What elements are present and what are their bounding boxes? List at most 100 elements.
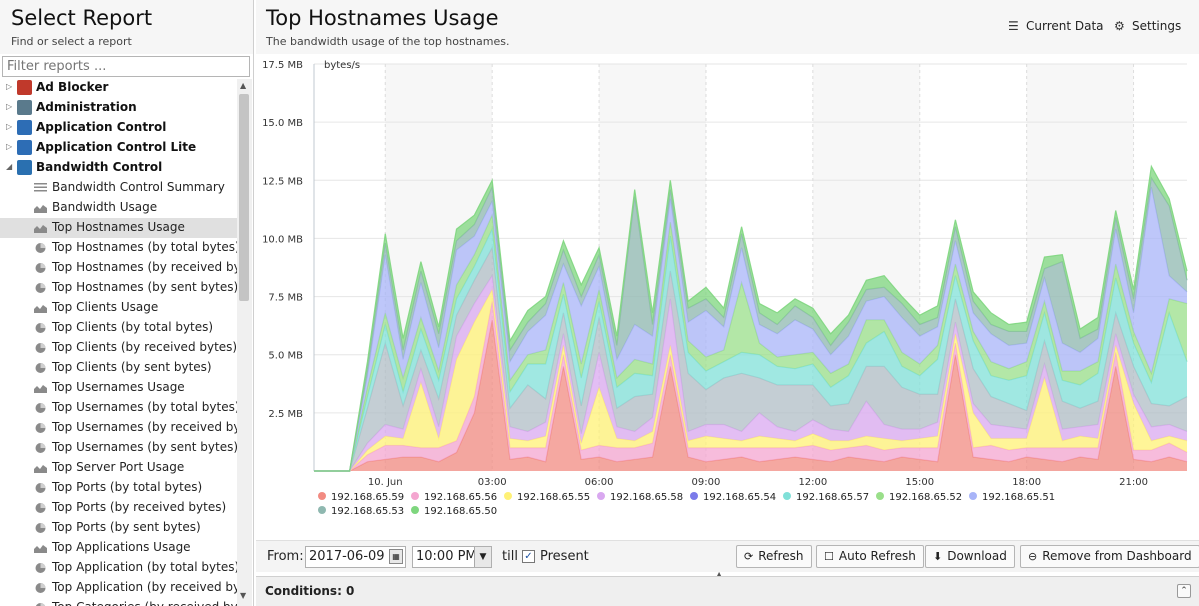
tree-item-top-usernames-by-received-bytes[interactable]: Top Usernames (by received bytes) [0, 418, 237, 438]
scroll-down-arrow-icon[interactable]: ▼ [240, 591, 247, 600]
legend-marker[interactable] [411, 506, 419, 514]
pie-chart-icon [35, 243, 46, 253]
gear-icon: ⚙ [1114, 19, 1125, 33]
tree-item-bandwidth-control-summary[interactable]: Bandwidth Control Summary [0, 178, 237, 198]
legend-item[interactable]: 192.168.65.57 [796, 492, 869, 503]
conditions-bar[interactable]: Conditions: 0 ⌃ [256, 576, 1199, 606]
remove-from-dashboard-button[interactable]: ⊖ Remove from Dashboard [1020, 545, 1199, 568]
collapsed-arrow-icon[interactable]: ▷ [6, 142, 13, 151]
tree-item-top-ports-by-total-bytes[interactable]: Top Ports (by total bytes) [0, 478, 237, 498]
y-tick-label: 17.5 MB [262, 60, 303, 71]
tree-item-label: Top Application (by received bytes) [52, 580, 237, 594]
expanded-arrow-icon[interactable]: ◢ [6, 162, 13, 171]
chevron-down-icon[interactable]: ▼ [474, 547, 491, 567]
scroll-up-arrow-icon[interactable]: ▲ [240, 81, 247, 90]
calendar-icon[interactable]: ▦ [389, 549, 403, 564]
legend-item[interactable]: 192.168.65.58 [610, 492, 683, 503]
tree-item-top-application-by-received-bytes[interactable]: Top Application (by received bytes) [0, 578, 237, 598]
legend-item[interactable]: 192.168.65.55 [517, 492, 590, 503]
report-subtitle: The bandwidth usage of the top hostnames… [266, 35, 510, 48]
legend-item[interactable]: 192.168.65.53 [331, 506, 404, 517]
settings-label: Settings [1132, 19, 1182, 33]
tree-item-top-clients-by-sent-bytes[interactable]: Top Clients (by sent bytes) [0, 358, 237, 378]
tree-category-bandwidth-control[interactable]: ◢ Bandwidth Control [0, 158, 237, 178]
current-data-button[interactable]: ☰ Current Data [1008, 19, 1104, 37]
tree-item-top-clients-by-total-bytes[interactable]: Top Clients (by total bytes) [0, 318, 237, 338]
legend-marker[interactable] [783, 492, 791, 500]
report-header: Top Hostnames Usage The bandwidth usage … [256, 0, 1199, 54]
tree-item-top-hostnames-by-total-bytes[interactable]: Top Hostnames (by total bytes) [0, 238, 237, 258]
refresh-label: Refresh [758, 549, 804, 563]
pie-chart-icon [35, 523, 46, 533]
tree-item-top-ports-by-sent-bytes[interactable]: Top Ports (by sent bytes) [0, 518, 237, 538]
tree-item-label: Top Categories (by received bytes) [52, 600, 237, 606]
refresh-button[interactable]: ⟳ Refresh [736, 545, 812, 568]
legend-item[interactable]: 192.168.65.54 [703, 492, 776, 503]
tree-item-top-application-by-total-bytes[interactable]: Top Application (by total bytes) [0, 558, 237, 578]
split-handle-icon[interactable]: ▲ [716, 570, 723, 579]
legend-marker[interactable] [411, 492, 419, 500]
tree-item-bandwidth-usage[interactable]: Bandwidth Usage [0, 198, 237, 218]
tree-item-top-server-port-usage[interactable]: Top Server Port Usage [0, 458, 237, 478]
tree-item-top-usernames-by-total-bytes[interactable]: Top Usernames (by total bytes) [0, 398, 237, 418]
expand-up-icon[interactable]: ⌃ [1177, 584, 1191, 598]
tree-item-top-clients-by-received-bytes[interactable]: Top Clients (by received bytes) [0, 338, 237, 358]
legend-item[interactable]: 192.168.65.59 [331, 492, 404, 503]
report-panel: Top Hostnames Usage The bandwidth usage … [256, 0, 1199, 606]
tree-category-application-control-lite[interactable]: ▷ Application Control Lite [0, 138, 237, 158]
y-tick-label: 12.5 MB [262, 176, 303, 187]
current-data-label: Current Data [1026, 19, 1104, 33]
collapsed-arrow-icon[interactable]: ▷ [6, 82, 13, 91]
pie-chart-icon [35, 423, 46, 433]
legend-marker[interactable] [690, 492, 698, 500]
collapsed-arrow-icon[interactable]: ▷ [6, 122, 13, 131]
tree-category-ad-blocker[interactable]: ▷ Ad Blocker [0, 79, 237, 98]
from-date-field[interactable]: 2017-06-09 ▦ [305, 546, 406, 568]
from-date-value: 2017-06-09 [309, 549, 385, 564]
time-range-toolbar: From: 2017-06-09 ▦ 10:00 PM ▼ till ✓ Pre… [256, 540, 1199, 572]
settings-button[interactable]: ⚙ Settings [1114, 19, 1181, 37]
from-time-select[interactable]: 10:00 PM ▼ [412, 546, 492, 568]
legend-marker[interactable] [876, 492, 884, 500]
tree-item-top-hostnames-by-received-byte[interactable]: Top Hostnames (by received byte... [0, 258, 237, 278]
collapsed-arrow-icon[interactable]: ▷ [6, 102, 13, 111]
tree-item-top-ports-by-received-bytes[interactable]: Top Ports (by received bytes) [0, 498, 237, 518]
pie-chart-icon [35, 483, 46, 493]
tree-item-top-categories-by-received-bytes[interactable]: Top Categories (by received bytes) [0, 598, 237, 606]
tree-item-label: Top Clients (by received bytes) [52, 340, 237, 354]
tree-category-application-control[interactable]: ▷ Application Control [0, 118, 237, 138]
tree-item-top-usernames-by-sent-bytes[interactable]: Top Usernames (by sent bytes) [0, 438, 237, 458]
tree-item-top-usernames-usage[interactable]: Top Usernames Usage [0, 378, 237, 398]
legend-item[interactable]: 192.168.65.56 [424, 492, 497, 503]
tree-item-top-clients-usage[interactable]: Top Clients Usage [0, 298, 237, 318]
y-tick-label: 2.5 MB [268, 409, 303, 420]
tree-category-label: Ad Blocker [36, 80, 109, 94]
legend-item[interactable]: 192.168.65.52 [889, 492, 962, 503]
legend-item[interactable]: 192.168.65.50 [424, 506, 497, 517]
tree-scrollbar[interactable]: ▲ ▼ [237, 79, 252, 606]
present-checkbox[interactable]: ✓ [522, 550, 535, 563]
filter-reports-input[interactable] [2, 56, 250, 77]
area-chart-icon [34, 545, 47, 553]
legend-marker[interactable] [969, 492, 977, 500]
tree-item-top-applications-usage[interactable]: Top Applications Usage [0, 538, 237, 558]
auto-refresh-button[interactable]: ☐ Auto Refresh [816, 545, 924, 568]
legend-marker[interactable] [504, 492, 512, 500]
x-tick-label: 03:00 [478, 477, 507, 488]
download-button[interactable]: ⬇ Download [925, 545, 1015, 568]
area-chart-icon [34, 205, 47, 213]
pie-chart-icon [35, 563, 46, 573]
tree-item-label: Top Hostnames (by sent bytes) [52, 280, 237, 294]
legend-item[interactable]: 192.168.65.51 [982, 492, 1055, 503]
tree-item-top-hostnames-by-sent-bytes[interactable]: Top Hostnames (by sent bytes) [0, 278, 237, 298]
list-icon: ☰ [1008, 19, 1019, 33]
legend-marker[interactable] [318, 506, 326, 514]
legend-marker[interactable] [597, 492, 605, 500]
y-tick-label: 15.0 MB [262, 118, 303, 129]
tree-item-label: Bandwidth Usage [52, 200, 158, 214]
legend-marker[interactable] [318, 492, 326, 500]
scroll-thumb[interactable] [239, 94, 249, 301]
x-tick-label: 15:00 [905, 477, 934, 488]
tree-category-administration[interactable]: ▷ Administration [0, 98, 237, 118]
tree-item-top-hostnames-usage[interactable]: Top Hostnames Usage [0, 218, 237, 238]
